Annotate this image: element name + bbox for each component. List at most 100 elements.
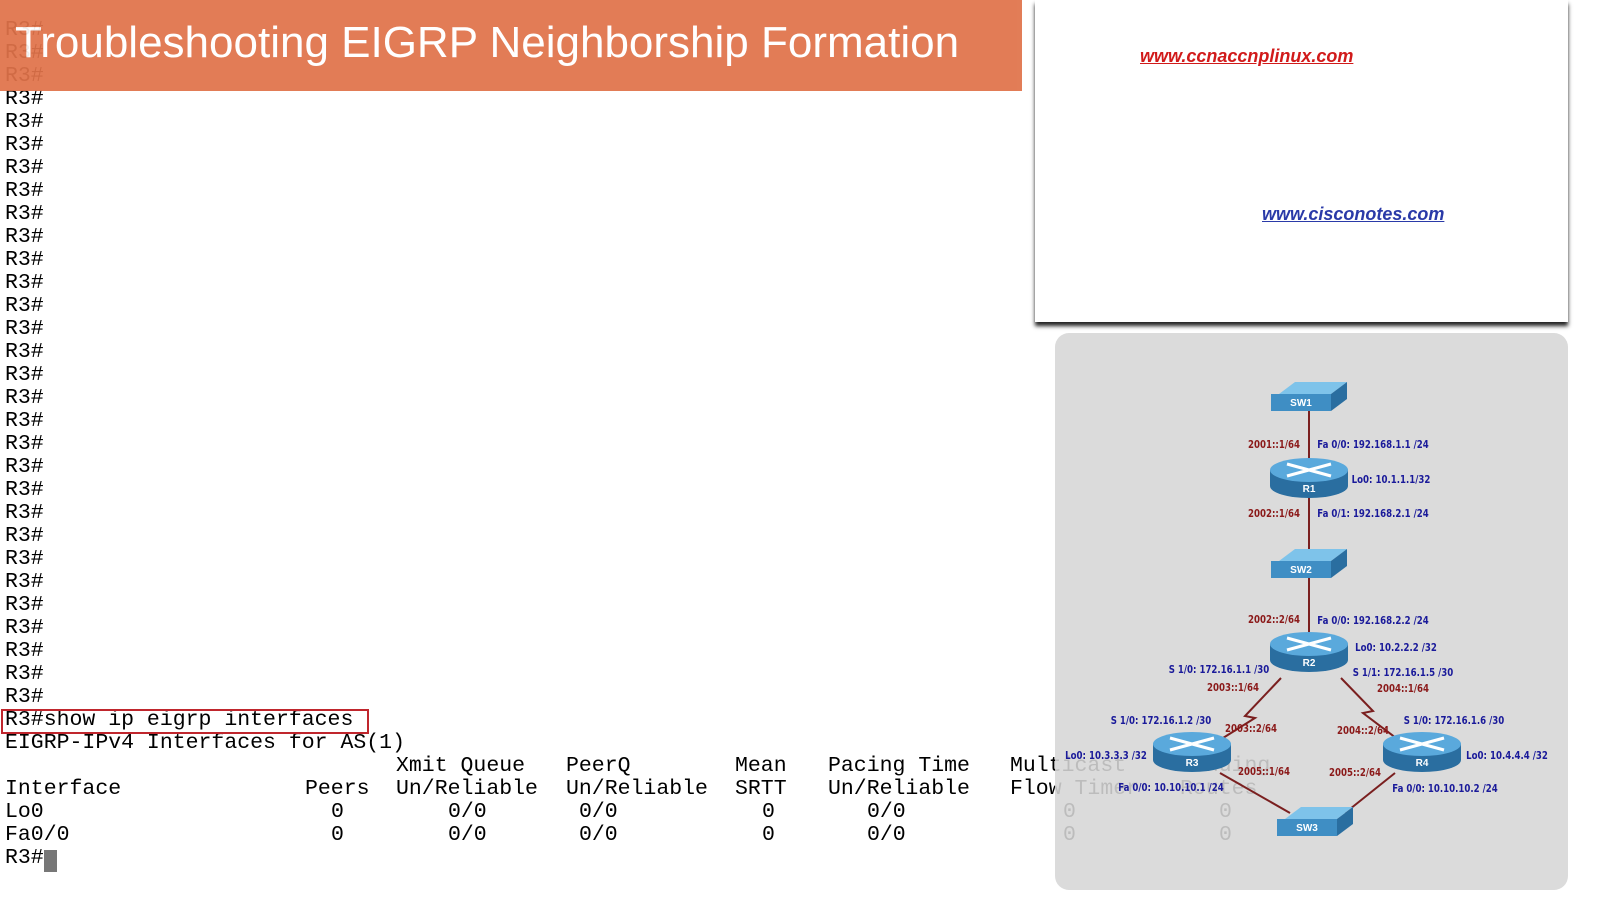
prompt-line: R3# (5, 593, 44, 617)
prompt-line: R3# (5, 133, 44, 157)
interface-label: Lo0: 10.3.3.3 /32 (1065, 750, 1147, 762)
switch-icon: SW2 (1271, 549, 1347, 578)
prompt-line: R3# (5, 317, 44, 341)
table-cell: 0/0 (448, 800, 487, 824)
table-cell: 0/0 (867, 823, 906, 847)
prompt-line: R3# (5, 294, 44, 318)
interface-label: S 1/0: 172.16.1.6 /30 (1404, 715, 1505, 727)
prompt-line: R3# (5, 616, 44, 640)
router-arrows (1169, 736, 1215, 752)
link[interactable]: www.cisconotes.com (1262, 204, 1445, 224)
prompt-line: R3# (5, 409, 44, 433)
prompt-line: R3# (5, 570, 44, 594)
switch-top (1279, 549, 1347, 561)
output-title: EIGRP-IPv4 Interfaces for AS(1) (5, 731, 405, 755)
interface-label: 2002::2/64 (1248, 614, 1300, 626)
table-cell: 0/0 (867, 800, 906, 824)
node-label: SW3 (1296, 823, 1318, 834)
interface-label: 2003::1/64 (1207, 682, 1259, 694)
router-icon: R1 (1270, 458, 1348, 498)
switch-front (1271, 561, 1331, 578)
switch-front (1271, 394, 1331, 411)
table-header: Un/Reliable (396, 777, 538, 801)
table-header: Xmit Queue (396, 754, 526, 778)
interface-label: Fa 0/0: 10.10.10.2 /24 (1392, 783, 1498, 795)
node-label: R1 (1303, 484, 1316, 495)
router-arrows (1399, 736, 1445, 752)
switch-icon: SW3 (1277, 807, 1353, 836)
interface-label: S 1/0: 172.16.1.2 /30 (1111, 715, 1212, 727)
node-label: SW1 (1290, 398, 1312, 409)
links (1214, 395, 1401, 814)
router-icon: R2 (1270, 632, 1348, 672)
interface-label: 2005::1/64 (1238, 766, 1290, 778)
node-label: R4 (1416, 758, 1429, 769)
interface-label: Fa 0/0: 192.168.1.1 /24 (1317, 439, 1429, 451)
switch-front (1277, 819, 1337, 836)
prompt-line: R3# (5, 478, 44, 502)
prompt-line: R3# (5, 685, 44, 709)
router-arrows (1286, 462, 1332, 478)
interface-label: 2002::1/64 (1248, 508, 1300, 520)
prompt-line: R3# (5, 156, 44, 180)
title-banner: Troubleshooting EIGRP Neighborship Forma… (0, 0, 1022, 91)
prompt-line: R3# (5, 202, 44, 226)
interface-label: Lo0: 10.4.4.4 /32 (1466, 750, 1548, 762)
prompt-line: R3# (5, 225, 44, 249)
prompt-line: R3# (5, 455, 44, 479)
table-header: Peers (305, 777, 370, 801)
link[interactable]: www.ccnaccnplinux.com (1140, 46, 1354, 66)
diagram-panel (1055, 333, 1568, 890)
router-arrows (1286, 636, 1332, 652)
interface-label: 2005::2/64 (1329, 767, 1381, 779)
table-header: Mean (735, 754, 787, 778)
interface-label: Lo0: 10.1.1.1/32 (1352, 474, 1431, 486)
table-header: SRTT (735, 777, 787, 801)
switch-side (1331, 549, 1347, 578)
prompt-line: R3# (5, 547, 44, 571)
prompt-line: R3# (5, 432, 44, 456)
interface-label: Fa 0/0: 192.168.2.2 /24 (1317, 615, 1429, 627)
interface-label: Fa 0/1: 192.168.2.1 /24 (1317, 508, 1429, 520)
cursor (44, 850, 57, 872)
table-cell: 0 (762, 800, 775, 824)
interface-label: 2001::1/64 (1248, 439, 1300, 451)
prompt-line: R3# (5, 271, 44, 295)
table-header: Interface (5, 777, 122, 801)
banner-title: Troubleshooting EIGRP Neighborship Forma… (15, 18, 960, 67)
switch-top (1279, 382, 1347, 394)
interface-label: Fa 0/0: 10.10.10.1 /24 (1118, 782, 1224, 794)
table-header: PeerQ (566, 754, 631, 778)
switch-icon: SW1 (1271, 382, 1347, 411)
command-line: R3#show ip eigrp interfaces (5, 708, 354, 732)
node-label: SW2 (1290, 565, 1312, 576)
interface-label: Lo0: 10.2.2.2 /32 (1355, 642, 1437, 654)
command-highlight (1, 709, 369, 734)
prompt-line: R3# (5, 87, 44, 111)
switch-side (1337, 807, 1353, 836)
table-cell: 0/0 (448, 823, 487, 847)
router-icon: R3 (1153, 732, 1231, 772)
prompt-line: R3# (5, 524, 44, 548)
interface-label: 2004::2/64 (1337, 725, 1389, 737)
prompt-line: R3# (5, 340, 44, 364)
prompt-line: R3# (5, 662, 44, 686)
table-cell: Lo0 (5, 800, 44, 824)
link-panel: www.ccnaccnplinux.com www.cisconotes.com (1035, 0, 1568, 322)
interface-label: 2003::2/64 (1225, 723, 1277, 735)
table-cell: 0/0 (579, 823, 618, 847)
table-header: Un/Reliable (566, 777, 708, 801)
table-header: Pacing Time (828, 754, 970, 778)
node-label: R3 (1186, 758, 1199, 769)
prompt-line: R3# (5, 386, 44, 410)
prompt-line: R3# (5, 179, 44, 203)
prompt-line: R3# (5, 110, 44, 134)
prompt-line: R3# (5, 248, 44, 272)
interface-label: S 1/0: 172.16.1.1 /30 (1169, 664, 1270, 676)
prompt-line: R3# (5, 501, 44, 525)
switch-side (1331, 382, 1347, 411)
node-label: R2 (1303, 658, 1316, 669)
table-cell: 0/0 (579, 800, 618, 824)
